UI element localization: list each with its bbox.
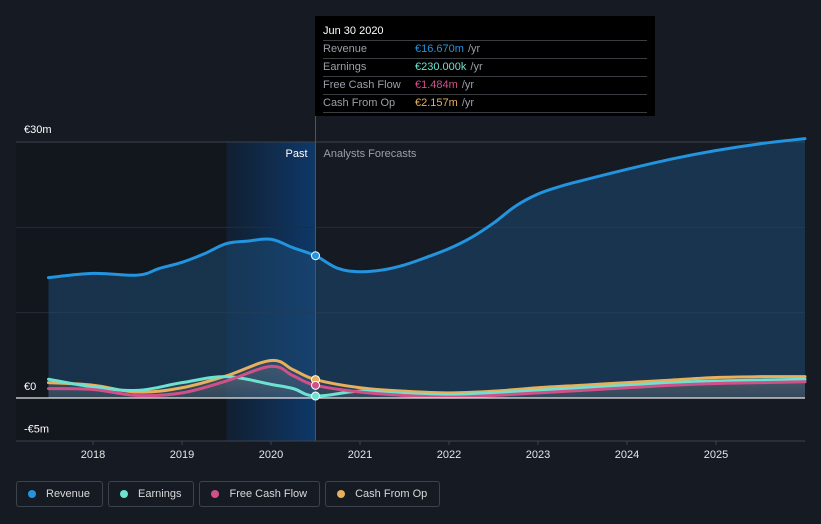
x-tick-label: 2021 <box>348 449 372 461</box>
tooltip-row-revenue: Revenue €16.670m /yr <box>323 41 647 59</box>
earnings-highlight-point <box>311 391 320 401</box>
cash-from-op-dot-icon <box>337 490 346 498</box>
tooltip-value: €2.157m <box>415 97 458 109</box>
free-cash-flow-line <box>47 364 807 399</box>
revenue-line <box>47 137 807 280</box>
legend-item-revenue[interactable]: Revenue <box>16 481 104 507</box>
legend: Revenue Earnings Free Cash Flow Cash Fro… <box>16 481 441 507</box>
tooltip-unit: /yr <box>461 97 475 109</box>
tooltip-label: Cash From Op <box>323 97 396 109</box>
series-lines <box>47 137 807 399</box>
x-tick-label: 2023 <box>526 449 550 461</box>
tooltip-value: €16.670m <box>415 43 464 55</box>
tooltip-unit: /yr <box>461 79 475 91</box>
legend-label: Free Cash Flow <box>229 488 308 500</box>
earnings-dot-icon <box>120 490 129 498</box>
tooltip-label: Revenue <box>323 43 368 55</box>
x-axis-ticks: 2018 2019 2020 2021 2022 2023 2024 2025 <box>81 441 728 461</box>
tooltip-row-free-cash-flow: Free Cash Flow €1.484m /yr <box>323 77 647 95</box>
y-tick-label: -€5m <box>24 424 49 436</box>
tooltip-row-earnings: Earnings €230.000k /yr <box>323 59 647 77</box>
revenue-area <box>48 138 805 398</box>
region-label-forecast: Analysts Forecasts <box>324 148 417 160</box>
tooltip-value: €230.000k <box>415 61 467 73</box>
y-axis-labels: €30m €0 -€5m <box>24 124 52 436</box>
tooltip-unit: /yr <box>470 61 483 73</box>
free-cash-flow-area <box>48 366 805 398</box>
tooltip-row-cash-from-op: Cash From Op €2.157m /yr <box>323 95 647 113</box>
tooltip-value: €1.484m <box>415 79 458 91</box>
legend-label: Earnings <box>138 488 182 500</box>
cash-from-op-line <box>47 358 807 395</box>
tooltip: Jun 30 2020 Revenue €16.670m /yr Earning… <box>315 16 655 116</box>
free-cash-flow-dot-icon <box>211 490 220 498</box>
revenue-dot-icon <box>28 490 36 498</box>
tooltip-unit: /yr <box>467 43 481 55</box>
legend-item-free-cash-flow[interactable]: Free Cash Flow <box>199 481 321 507</box>
x-tick-label: 2024 <box>615 449 639 461</box>
tooltip-date: Jun 30 2020 <box>323 24 647 41</box>
x-tick-label: 2025 <box>704 449 728 461</box>
x-tick-label: 2019 <box>170 449 194 461</box>
free-cash-flow-highlight-point <box>311 380 320 390</box>
y-tick-label: €30m <box>24 124 52 136</box>
x-tick-label: 2020 <box>259 449 283 461</box>
legend-item-earnings[interactable]: Earnings <box>108 481 195 507</box>
legend-item-cash-from-op[interactable]: Cash From Op <box>325 481 441 507</box>
revenue-highlight-point <box>311 251 320 261</box>
x-tick-label: 2018 <box>81 449 105 461</box>
region-label-past: Past <box>285 148 307 160</box>
tooltip-label: Free Cash Flow <box>323 79 401 91</box>
y-tick-label: €0 <box>24 381 36 393</box>
earnings-line <box>47 375 807 398</box>
tooltip-label: Earnings <box>323 61 367 73</box>
x-tick-label: 2022 <box>437 449 461 461</box>
legend-label: Cash From Op <box>355 488 428 500</box>
legend-label: Revenue <box>46 488 91 500</box>
highlight-points <box>311 251 320 401</box>
